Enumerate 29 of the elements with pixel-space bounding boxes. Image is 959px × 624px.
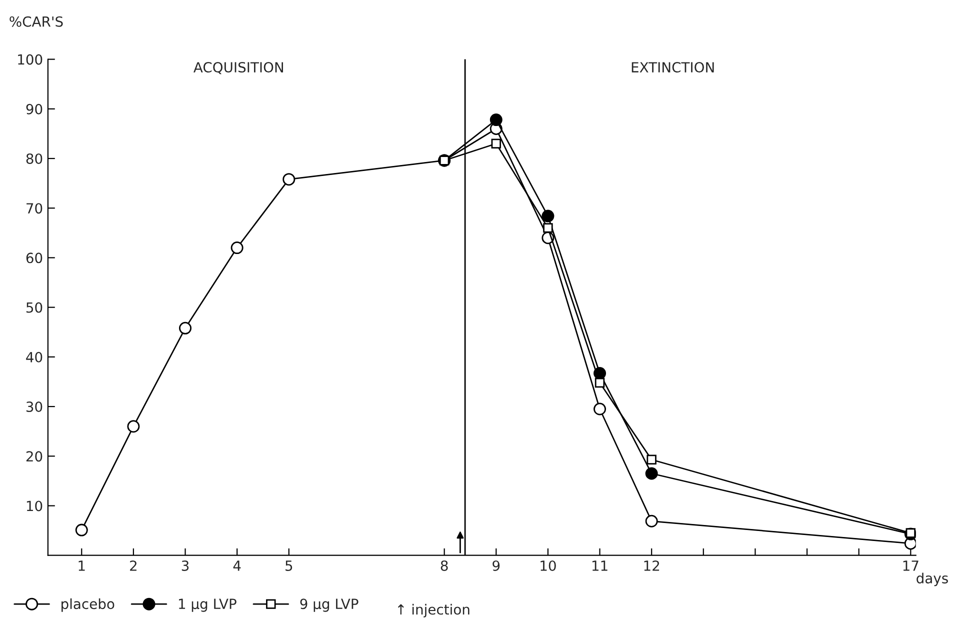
y-tick-label: 50: [26, 302, 42, 313]
text: ↑ injection: [398, 604, 470, 618]
y-tick-label: 100: [18, 54, 42, 65]
x-tick-label: 2: [130, 560, 136, 571]
legend-label: 1 μg LVP: [178, 598, 236, 612]
y-tick-label: 70: [26, 203, 42, 214]
legend-label: placebo: [62, 598, 114, 612]
x-tick-label: 17: [903, 560, 918, 571]
annotation: EXTINCTION: [632, 62, 714, 73]
y-tick-label: 90: [26, 104, 42, 114]
y-tick-label: 20: [26, 451, 42, 462]
x-tick-label: 8: [440, 560, 448, 571]
x-tick-label: 10: [540, 560, 556, 571]
x-tick-label: 11: [592, 560, 608, 571]
x-tick-label: 5: [286, 560, 292, 571]
x-tick-label: 12: [644, 560, 660, 571]
annotation: ACQUISITION: [194, 62, 283, 74]
x-axis-title: days: [916, 572, 948, 586]
x-tick-label: 9: [492, 560, 500, 571]
y-tick-label: 80: [26, 153, 42, 164]
y-tick-label: 10: [26, 500, 42, 512]
y-tick-label: 60: [26, 252, 42, 264]
x-tick-label: 3: [182, 560, 189, 571]
x-tick-label: 4: [233, 560, 241, 571]
x-tick-label: 1: [78, 560, 85, 571]
legend-label: 9 μg LVP: [300, 598, 358, 612]
y-tick-label: 30: [26, 402, 42, 412]
y-tick-label: 40: [26, 352, 42, 362]
y-axis-title: %CAR'S: [10, 16, 63, 27]
